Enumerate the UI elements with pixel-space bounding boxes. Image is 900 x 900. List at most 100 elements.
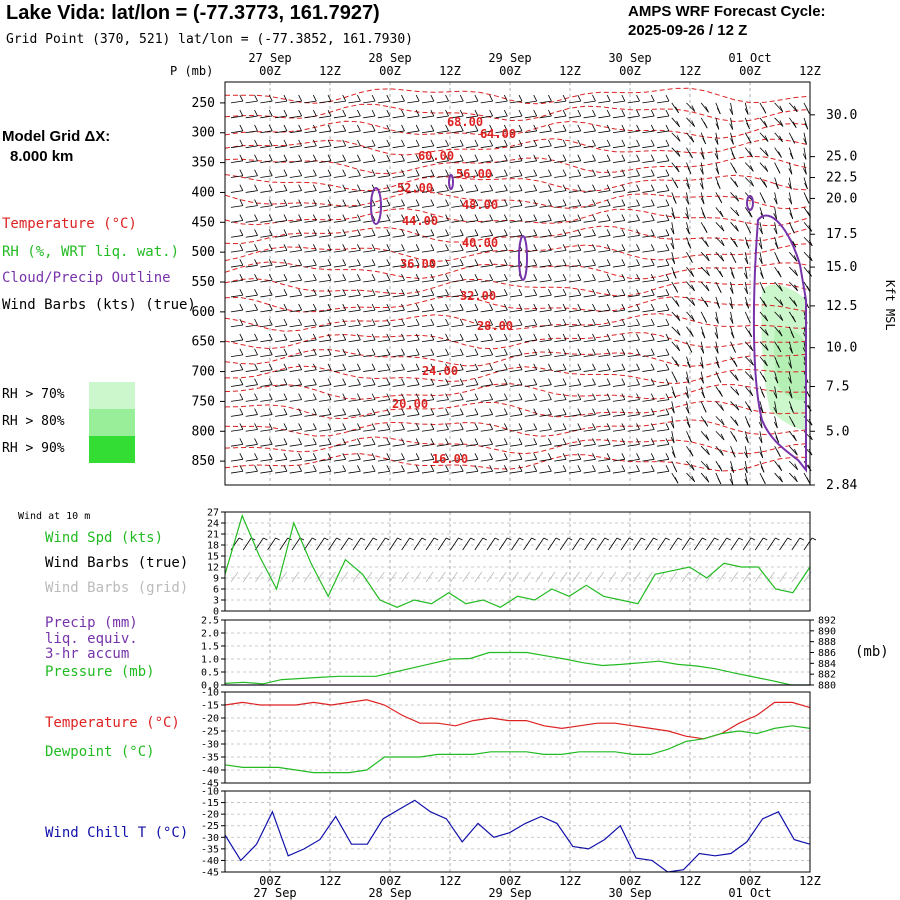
wind-barb-flag [676,135,681,142]
wind-barb [392,303,405,313]
wind-barb-shaft [407,145,420,149]
wind-barb-flag [793,434,797,442]
wind-barb [657,288,670,298]
wind-barb-shaft [260,115,273,119]
wind-barb-shaft [583,175,596,178]
wind-barb-flag [268,465,273,472]
wind-barb-shaft [260,235,273,238]
wind-barb-shaft [407,339,420,343]
wind-barb-shaft [363,458,376,462]
wind-barb-shaft [774,416,778,429]
wind-barb-shaft [700,147,705,160]
wind-barb-shaft [642,249,655,253]
wind-barb-shaft [642,220,655,223]
wind-barb-flag [357,303,361,311]
wind-barb [392,453,405,462]
wind-barb-flag [636,408,640,415]
wind-barb [466,453,479,462]
wind-barb-flag [704,420,709,427]
wind-barb-shaft [671,132,681,142]
wind-barb [657,453,670,462]
wind-barb-flag [283,465,288,472]
wind-barb-shaft [363,369,376,372]
wind-barb-shaft [421,130,434,134]
wind-barb-shaft [744,446,748,459]
wind-barb-flag [459,139,464,147]
wind-barb [275,288,288,298]
wind-barb-flag [415,169,420,176]
wind-barb-shaft [289,145,302,149]
wind-barb-flag [386,303,391,311]
wind-barb [788,147,794,160]
wind-barb-flag [357,408,361,415]
wind-barb [245,214,258,223]
wind-barb-flag [518,169,523,176]
wind-barb [407,169,420,178]
wind-barb [495,154,508,163]
wind-barb-true [328,537,337,551]
wind-barb [436,184,449,193]
wind-barb [480,303,493,313]
wind-barb [377,465,391,474]
wind-barb-flag [312,348,317,356]
wind-panel-title: Wind at 10 m [18,511,90,522]
wind-barb-flag [621,303,626,311]
wind-barb [803,162,807,175]
wind-barb-shaft [730,117,734,130]
wind-barb [700,117,708,129]
wind-barb [554,139,567,149]
wind-barb-flag [606,274,611,281]
wind-barb [436,453,449,462]
wind-barb-flag [518,184,523,191]
wind-barb-flag [268,363,273,370]
wind-barb [333,318,347,328]
wind-barb [803,192,810,204]
wind-barb-shaft [319,115,332,119]
wind-barb-shaft [598,205,611,208]
wind-barb [304,378,317,387]
wind-barb [774,162,781,174]
wind-barb-shaft [524,220,537,223]
wind-barb-flag [689,151,693,159]
wind-barb-flag [342,348,347,356]
wind-barb-flag [562,363,567,370]
wind-barb-true [385,537,390,541]
wind-barb-flag [283,259,288,266]
wind-barb-shaft [480,324,493,328]
wind-barb-flag [430,154,435,161]
wind-barb [245,288,258,298]
wind-barb-flag [298,453,302,460]
wind-barb-shaft [657,414,670,417]
wind-barb-flag [474,139,479,147]
wind-barb-shaft [260,414,273,417]
wind-barb-shaft [524,309,537,313]
wind-barb [568,214,582,223]
wind-barb [715,371,722,383]
pressure-axis-label: P (mb) [170,64,213,78]
wind-barb-shaft [554,384,567,387]
wind-barb [803,472,811,484]
wind-barb-shaft [333,339,346,343]
wind-barb [524,288,538,298]
wind-barb-shaft [466,369,479,372]
wind-barb [524,124,538,134]
wind-barb-flag [430,423,435,430]
wind-barb-shaft [230,175,243,178]
wind-barb [451,438,464,447]
wind-barb-flag [283,408,288,415]
wind-barb-flag [665,184,670,191]
wind-barb-shaft [583,294,596,298]
wind-barb-shaft [510,354,523,358]
wind-barb [773,192,778,205]
wind-barb [759,296,767,308]
wind-barb-flag [636,169,640,176]
wind-barb [685,192,690,205]
wind-barb-flag [268,408,273,415]
wind-barb-shaft [245,384,258,387]
time-hour-label: 00Z [739,874,761,888]
wind-barb-shaft [392,429,405,432]
wind-barb-shaft [466,309,479,313]
wind-barb-shaft [319,205,332,208]
wind-barb-flag [621,348,626,356]
wind-barb-shaft [554,414,567,417]
